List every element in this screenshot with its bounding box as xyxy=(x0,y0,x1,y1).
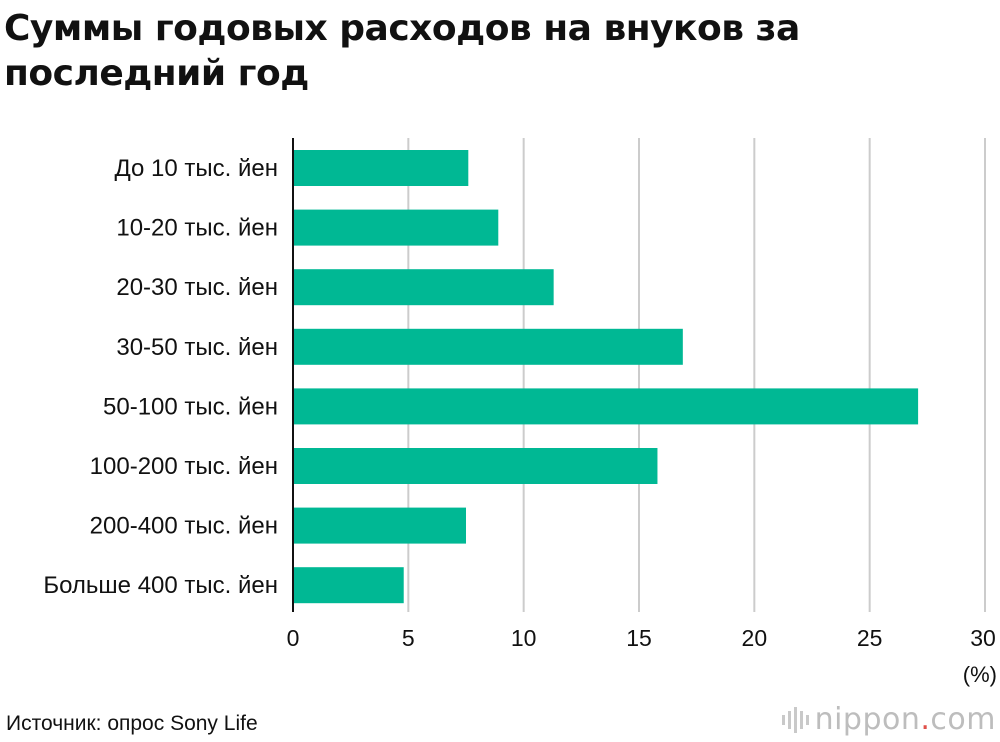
brand-mark-icon xyxy=(781,706,809,733)
x-tick-label: 0 xyxy=(287,625,300,651)
source-note: Источник: опрос Sony Life xyxy=(6,712,258,735)
bar xyxy=(293,388,919,425)
category-label: 100-200 тыс. йен xyxy=(90,453,278,480)
bar xyxy=(293,150,469,186)
category-label: До 10 тыс. йен xyxy=(115,155,279,182)
bar xyxy=(293,209,499,246)
bar xyxy=(293,448,658,484)
bar xyxy=(293,328,683,365)
x-tick-labels: 0 5 10 15 20 25 30 xyxy=(287,625,996,651)
category-label: 10-20 тыс. йен xyxy=(116,215,278,242)
bars xyxy=(293,150,919,604)
category-label: 200-400 тыс. йен xyxy=(90,513,278,540)
brand-wordmark: nippon.com xyxy=(814,702,996,737)
grid-lines xyxy=(407,138,986,612)
bar xyxy=(293,507,466,544)
category-label: 50-100 тыс. йен xyxy=(103,393,278,420)
x-tick-label: 15 xyxy=(626,625,652,651)
x-tick-label: 30 xyxy=(970,625,996,651)
x-tick-label: 25 xyxy=(857,625,883,651)
x-tick-label: 10 xyxy=(511,625,537,651)
brand-logo: nippon.com xyxy=(781,702,996,737)
bar xyxy=(293,567,404,604)
category-label: 20-30 тыс. йен xyxy=(116,274,278,301)
x-tick-label: 5 xyxy=(402,625,415,651)
x-axis-unit: (%) xyxy=(963,662,997,687)
chart-title: Суммы годовых расходов на внуков за посл… xyxy=(4,8,800,94)
category-labels: До 10 тыс. йен 10-20 тыс. йен 20-30 тыс. й… xyxy=(43,155,278,599)
x-tick-label: 20 xyxy=(742,625,768,651)
category-label: Больше 400 тыс. йен xyxy=(43,572,278,599)
bar xyxy=(293,269,554,306)
category-label: 30-50 тыс. йен xyxy=(116,334,278,361)
